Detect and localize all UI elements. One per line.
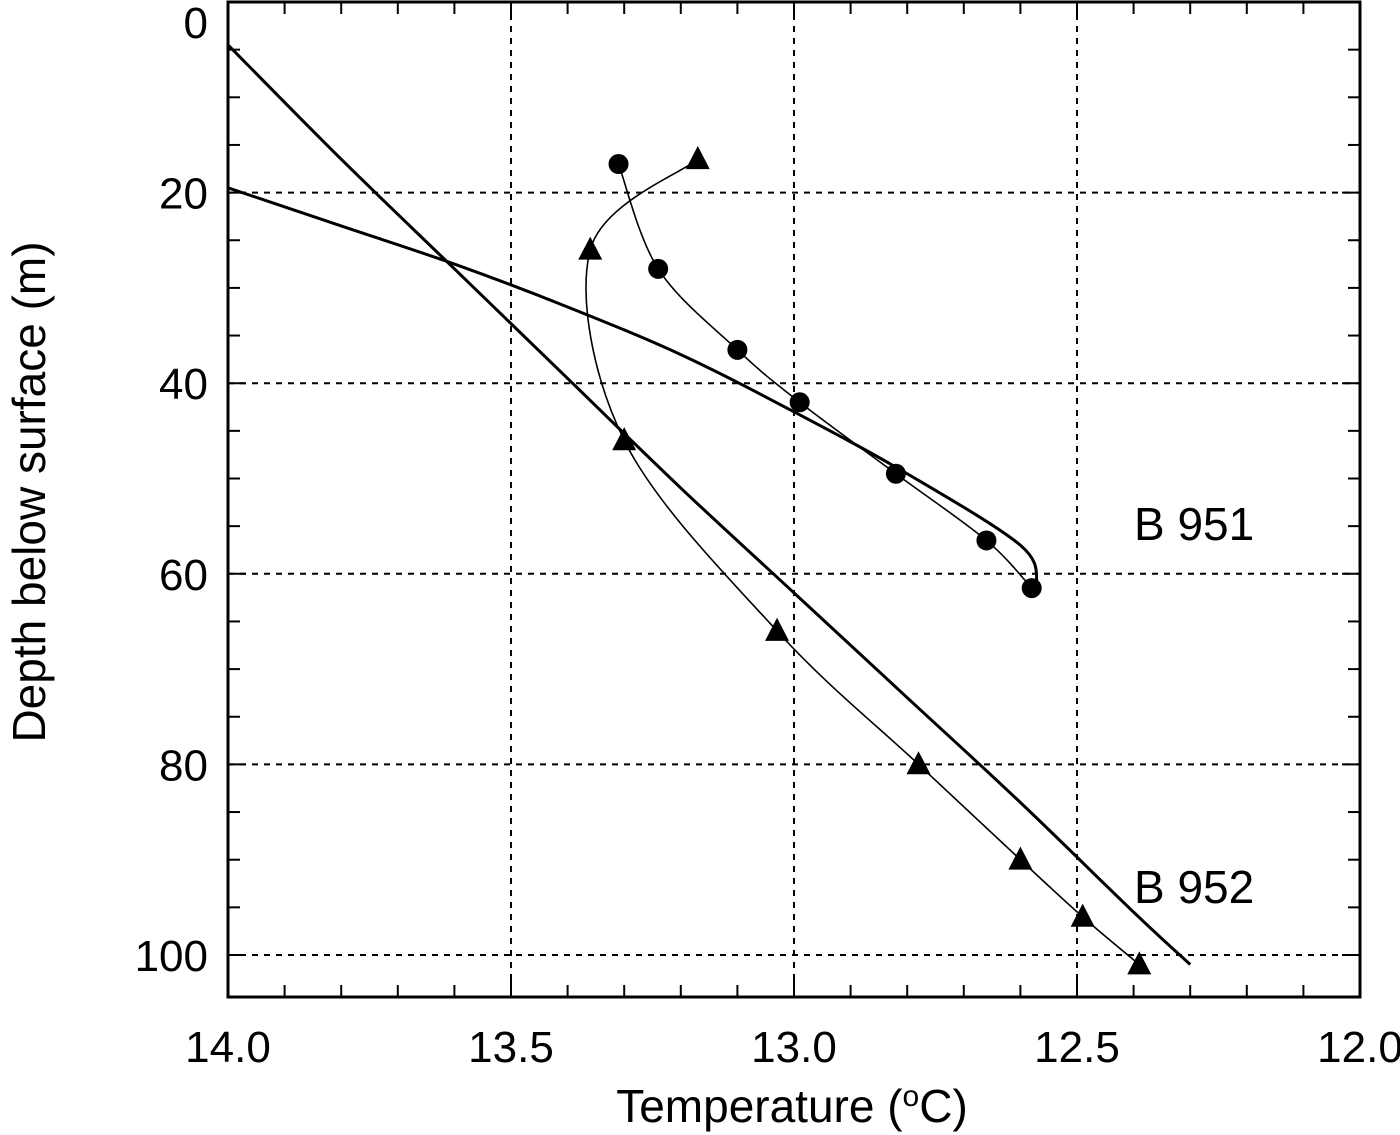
grid bbox=[228, 2, 1360, 997]
data-point-b-952 bbox=[1127, 951, 1152, 975]
data-point-b-952 bbox=[612, 427, 637, 451]
series-label-b-951: B 951 bbox=[1134, 498, 1254, 550]
x-tick-label: 12.0 bbox=[1317, 1023, 1400, 1072]
y-axis-title: Depth below surface (m) bbox=[3, 241, 55, 742]
fit-line-b-952 bbox=[226, 43, 1192, 966]
series-line-b-952 bbox=[585, 158, 1140, 966]
data-point-b-951 bbox=[1021, 578, 1042, 599]
data-point-b-951 bbox=[648, 258, 669, 279]
data-point-b-951 bbox=[727, 339, 748, 360]
y-tick-labels: 0 20 40 60 80 100 bbox=[135, 0, 208, 981]
y-tick-label: 0 bbox=[184, 0, 208, 48]
data-point-b-951 bbox=[976, 530, 997, 551]
y-tick-label: 60 bbox=[159, 551, 208, 600]
y-tick-label: 80 bbox=[159, 741, 208, 790]
data-point-b-951 bbox=[789, 392, 810, 413]
data-point-b-951 bbox=[608, 154, 629, 175]
data-point-b-952 bbox=[765, 617, 790, 641]
data-series bbox=[585, 158, 1140, 966]
series-labels: B 951 B 952 bbox=[1134, 498, 1254, 913]
y-tick-label: 40 bbox=[159, 360, 208, 409]
data-point-b-952 bbox=[906, 751, 931, 775]
series-label-b-952: B 952 bbox=[1134, 861, 1254, 913]
data-point-b-952 bbox=[1070, 903, 1095, 927]
data-point-b-952 bbox=[578, 236, 603, 260]
x-axis-title: Temperature (oC) bbox=[616, 1080, 968, 1133]
x-tick-labels: 14.0 13.5 13.0 12.5 12.0 bbox=[185, 1023, 1400, 1072]
y-tick-label: 100 bbox=[135, 932, 208, 981]
x-tick-label: 13.5 bbox=[468, 1023, 554, 1072]
x-tick-label: 14.0 bbox=[185, 1023, 271, 1072]
data-markers bbox=[578, 146, 1152, 975]
y-tick-label: 20 bbox=[159, 170, 208, 219]
fit-lines bbox=[226, 43, 1192, 966]
data-point-b-951 bbox=[885, 463, 906, 484]
x-tick-label: 12.5 bbox=[1034, 1023, 1120, 1072]
plot-area-frame bbox=[226, 0, 1362, 999]
fit-line-b-951 bbox=[227, 186, 1039, 584]
data-point-b-952 bbox=[685, 146, 710, 170]
data-point-b-952 bbox=[1008, 846, 1033, 870]
x-tick-label: 13.0 bbox=[751, 1023, 837, 1072]
